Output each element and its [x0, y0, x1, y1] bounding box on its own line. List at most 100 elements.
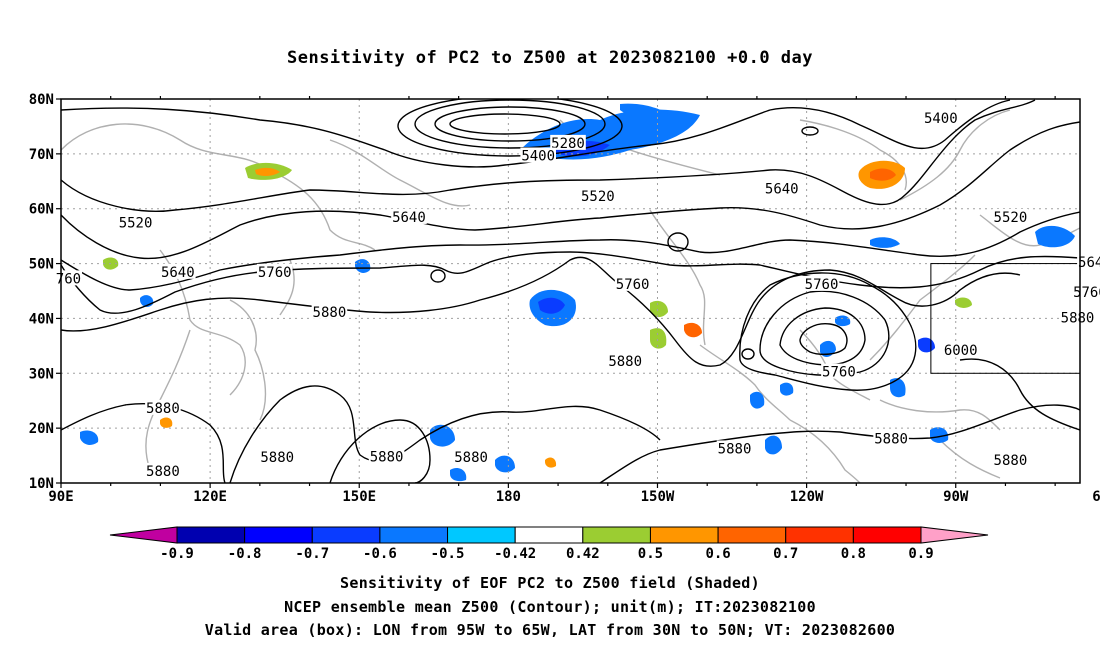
lon-label: 60W — [1092, 489, 1100, 505]
contour-label-bg — [520, 147, 556, 163]
colorbar-swatch — [379, 526, 449, 544]
contour-label-bg — [391, 208, 427, 224]
contour-label: 760 — [56, 271, 81, 287]
contour-label: 5280 — [551, 136, 585, 152]
colorbar-label: 0.5 — [638, 546, 663, 560]
lat-label: 30N — [29, 366, 54, 382]
figure-title: Sensitivity of PC2 to Z500 at 2023082100… — [286, 48, 813, 68]
contour-label-bg — [942, 342, 979, 358]
contour-label-bg — [256, 263, 293, 279]
colorbar-left-arrow — [109, 526, 178, 544]
lat-label: 20N — [29, 421, 54, 437]
colorbar-label: -0.9 — [160, 546, 194, 560]
contour-label-bg — [607, 353, 643, 369]
contour-label: 5520 — [119, 215, 153, 231]
contour-label-bg — [821, 363, 857, 379]
colorbar-right-arrow — [920, 526, 989, 544]
contour-label: 5880 — [994, 453, 1028, 469]
contour-label: 5760 — [805, 277, 839, 293]
colorbar-label: -0.7 — [295, 546, 329, 560]
contour-label: 5880 — [1061, 310, 1095, 326]
colorbar-swatch — [176, 526, 246, 544]
contour-label: 5520 — [994, 210, 1028, 226]
contour-label: 5880 — [370, 450, 404, 466]
colorbar: -0.9 -0.8 -0.7 -0.6 -0.5 -0.42 0.42 0.5 0.6 0.7 0.… — [109, 526, 989, 560]
contour-label-bg — [145, 462, 181, 478]
contour-label-bg — [160, 263, 196, 279]
contour-label-bg — [992, 208, 1029, 224]
contour-label: 5640 — [1078, 255, 1100, 271]
colorbar-label: 0.7 — [773, 546, 798, 560]
contour-label-bg — [873, 430, 909, 446]
contour-label: 5880 — [260, 450, 294, 466]
contour-label-bg — [923, 110, 959, 126]
contour-label-bg — [803, 275, 840, 291]
colorbar-swatch — [717, 526, 787, 544]
colorbar-swatch — [244, 526, 313, 544]
lat-label: 70N — [29, 147, 54, 163]
colorbar-swatch — [852, 526, 922, 544]
contour-label: 5880 — [874, 432, 908, 448]
contour-label-bg — [145, 399, 181, 415]
colorbar-label: 0.9 — [908, 546, 933, 560]
lat-label: 10N — [29, 476, 54, 492]
lon-label: 150W — [641, 489, 675, 505]
contour-label-bg — [716, 440, 753, 456]
contour-label: 5400 — [924, 111, 958, 127]
contour-label-bg — [259, 449, 296, 465]
contour-label: 5760 — [258, 265, 292, 281]
contour-label-bg — [368, 448, 405, 464]
contour-label-bg — [117, 214, 154, 230]
lat-label: 60N — [29, 202, 54, 218]
contour-label: 6000 — [944, 343, 978, 359]
colorbar-label: -0.6 — [363, 546, 397, 560]
lat-label: 50N — [29, 257, 54, 273]
contour-label-bg — [1072, 284, 1100, 300]
lon-label: 90E — [48, 489, 73, 505]
contour-label-bg — [453, 449, 489, 465]
contour-label: 5880 — [313, 305, 347, 321]
colorbar-label: -0.5 — [431, 546, 465, 560]
contour-label: 5400 — [521, 149, 555, 165]
lon-label: 150E — [342, 489, 376, 505]
lon-label: 120E — [193, 489, 227, 505]
colorbar-label: 0.6 — [705, 546, 730, 560]
colorbar-label: -0.42 — [494, 546, 536, 560]
colorbar-label: 0.42 — [566, 546, 600, 560]
contour-label-bg — [763, 180, 800, 196]
contour-label-bg — [992, 451, 1029, 467]
colorbar-label: 0.8 — [841, 546, 866, 560]
contour-label: 5640 — [161, 265, 195, 281]
map-frame — [60, 98, 1081, 484]
colorbar-swatch — [582, 526, 651, 544]
contour-label-bg — [311, 303, 348, 319]
caption-line-3: Valid area (box): LON from 95W to 65W, L… — [204, 621, 896, 639]
contour-label-bg — [614, 275, 651, 291]
gridlines — [61, 99, 1080, 483]
lat-label: 80N — [29, 92, 54, 108]
caption-line-1: Sensitivity of EOF PC2 to Z500 field (Sh… — [340, 574, 760, 592]
contour-label: 5520 — [581, 189, 615, 205]
colorbar-swatch — [311, 526, 381, 544]
sensitivity-shading — [80, 103, 1075, 482]
colorbar-swatch — [785, 526, 854, 544]
colorbar-label: -0.8 — [228, 546, 262, 560]
contour-label: 5880 — [454, 450, 488, 466]
lat-label: 40N — [29, 311, 54, 327]
lon-label: 180 — [496, 489, 521, 505]
colorbar-swatch — [514, 526, 584, 544]
contour-label-bg — [1077, 253, 1100, 269]
contour-label: 5640 — [765, 181, 799, 197]
contour-label-bg — [580, 188, 616, 204]
contour-label: 5880 — [146, 401, 180, 417]
contour-label-bg — [550, 134, 586, 150]
axis-ticks — [56, 96, 1056, 488]
contour-label-bg — [1059, 309, 1096, 325]
contour-label: 5880 — [718, 441, 752, 457]
contour-label: 5640 — [392, 210, 426, 226]
colorbar-swatch — [649, 526, 719, 544]
caption-line-2: NCEP ensemble mean Z500 (Contour); unit(… — [284, 598, 816, 616]
colorbar-swatch — [447, 526, 516, 544]
